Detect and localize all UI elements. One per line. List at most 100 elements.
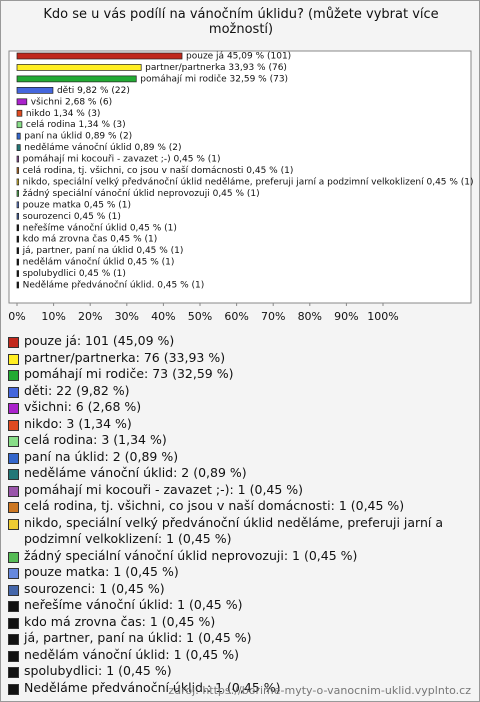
legend-item: nedělám vánoční úklid: 1 (0,45 %) xyxy=(7,647,473,664)
legend-swatch xyxy=(8,667,19,678)
bar xyxy=(16,247,19,254)
legend-label: Neděláme předvánoční úklid.: 1 (0,45 %) xyxy=(24,679,281,695)
legend-label: nikdo, speciální velký předvánoční úklid… xyxy=(24,514,444,547)
x-tick-label: 60% xyxy=(224,310,248,323)
x-tick-label: 50% xyxy=(188,310,212,323)
bar xyxy=(16,52,183,60)
bar xyxy=(16,121,23,129)
legend-item: paní na úklid: 2 (0,89 %) xyxy=(7,449,473,466)
legend-item: celá rodina: 3 (1,34 %) xyxy=(7,432,473,449)
bar-label: nikdo, speciální velký předvánoční úklid… xyxy=(23,176,474,187)
legend-swatch xyxy=(8,568,19,579)
legend-label: spolubydlici: 1 (0,45 %) xyxy=(24,663,172,678)
bar-label: neděláme vánoční úklid 0,89 % (2) xyxy=(24,142,181,153)
legend-label: žádný speciální vánoční úklid neprovozuj… xyxy=(24,547,358,563)
legend-swatch xyxy=(8,584,19,596)
bar xyxy=(16,235,19,243)
chart: 0% 10% 20% 30% 40% 50% 60% 70% 80% 90% 100% pouze j… xyxy=(8,50,474,323)
legend-swatch xyxy=(8,634,19,645)
legend-label: pouze matka: 1 (0,45 %) xyxy=(24,564,179,579)
legend-item: Neděláme předvánoční úklid.: 1 (0,45 %) xyxy=(7,680,473,697)
bar-label: pomáhají mi rodiče 32,59 % (73) xyxy=(140,73,288,84)
bar-label: pouze já 45,09 % (101) xyxy=(186,52,291,62)
x-tick-label: 70% xyxy=(261,310,285,323)
legend-item: já, partner, paní na úklid: 1 (0,45 %) xyxy=(7,630,473,647)
bar xyxy=(16,178,19,186)
chart-title: Kdo se u vás podílí na vánočním úklidu? … xyxy=(43,7,439,37)
source: zdroj: https://borime-myty-o-vanocnim-uk… xyxy=(168,684,471,697)
x-tick-label: 10% xyxy=(41,310,65,323)
legend-swatch xyxy=(8,485,19,497)
legend-item: děti: 22 (9,82 %) xyxy=(7,383,473,400)
bar-label: všichni 2,68 % (6) xyxy=(31,96,112,107)
legend-label: nikdo: 3 (1,34 %) xyxy=(24,415,132,431)
legend-item: celá rodina, tj. všichni, co jsou v naší… xyxy=(7,498,473,515)
bar-label: Neděláme předvánoční úklid. 0,45 % (1) xyxy=(23,280,205,291)
x-tick-label: 30% xyxy=(115,310,139,323)
legend-item: žádný speciální vánoční úklid neprovozuj… xyxy=(7,548,473,565)
legend-label: nedělám vánoční úklid: 1 (0,45 %) xyxy=(24,646,239,662)
legend-label: pomáhají mi kocouři - zavazet ;-): 1 (0,… xyxy=(24,481,304,497)
legend-label: sourozenci: 1 (0,45 %) xyxy=(24,580,165,596)
bar-label: nedělám vánoční úklid 0,45 % (1) xyxy=(23,257,175,268)
bar xyxy=(16,212,19,220)
bar xyxy=(16,132,21,140)
bar-label: neřešíme vánoční úklid 0,45 % (1) xyxy=(23,222,177,233)
legend-swatch xyxy=(8,370,19,381)
bar xyxy=(16,75,137,83)
legend-item: neřešíme vánoční úklid: 1 (0,45 %) xyxy=(7,597,473,614)
legend-label: neřešíme vánoční úklid: 1 (0,45 %) xyxy=(24,597,243,612)
bar-label: celá rodina, tj. všichni, co jsou v naší… xyxy=(23,165,294,176)
bar-label: kdo má zrovna čas 0,45 % (1) xyxy=(23,234,158,245)
bar-label: spolubydlici 0,45 % (1) xyxy=(23,269,126,279)
bar-label: nikdo 1,34 % (3) xyxy=(26,109,101,119)
legend-swatch xyxy=(8,386,19,398)
legend-label: celá rodina: 3 (1,34 %) xyxy=(24,432,167,447)
bar xyxy=(16,224,19,232)
plot-area xyxy=(8,50,472,304)
legend-swatch xyxy=(8,650,19,662)
legend-swatch xyxy=(8,436,19,447)
legend-label: já, partner, paní na úklid: 1 (0,45 %) xyxy=(24,630,252,645)
bar xyxy=(16,190,19,197)
x-tick-label: 20% xyxy=(78,310,102,323)
bar xyxy=(16,109,23,117)
legend-swatch xyxy=(8,452,19,464)
legend: pouze já: 101 (45,09 %) partner/partnerka… xyxy=(7,333,473,696)
x-tick-label: 0% xyxy=(8,310,25,323)
legend-swatch xyxy=(8,518,19,530)
legend-label: partner/partnerka: 76 (33,93 %) xyxy=(24,349,226,365)
legend-swatch xyxy=(8,551,19,563)
bar xyxy=(16,258,19,266)
bar-label: pouze matka 0,45 % (1) xyxy=(23,200,131,210)
legend-label: neděláme vánoční úklid: 2 (0,89 %) xyxy=(24,465,247,480)
bar xyxy=(16,201,19,209)
legend-swatch xyxy=(8,403,19,414)
x-tick-label: 40% xyxy=(151,310,175,323)
legend-label: celá rodina, tj. všichni, co jsou v naší… xyxy=(24,498,405,513)
legend-item: nikdo, speciální velký předvánoční úklid… xyxy=(7,515,473,548)
bar-label: celá rodina 1,34 % (3) xyxy=(26,120,126,130)
legend-item: neděláme vánoční úklid: 2 (0,89 %) xyxy=(7,465,473,482)
legend-item: pouze matka: 1 (0,45 %) xyxy=(7,564,473,581)
legend-item: kdo má zrovna čas: 1 (0,45 %) xyxy=(7,614,473,631)
legend-label: kdo má zrovna čas: 1 (0,45 %) xyxy=(24,613,216,629)
legend-label: děti: 22 (9,82 %) xyxy=(24,382,130,398)
legend-label: pouze já: 101 (45,09 %) xyxy=(24,333,175,348)
legend-label: paní na úklid: 2 (0,89 %) xyxy=(24,448,179,464)
legend-label: všichni: 6 (2,68 %) xyxy=(24,399,142,414)
bar xyxy=(16,167,19,174)
bar xyxy=(16,281,19,289)
legend-item: nikdo: 3 (1,34 %) xyxy=(7,416,473,433)
bar xyxy=(16,86,54,94)
legend-item: partner/partnerka: 76 (33,93 %) xyxy=(7,350,473,367)
bar-label: děti 9,82 % (22) xyxy=(57,86,130,96)
legend-swatch xyxy=(8,419,19,431)
bar-label: paní na úklid 0,89 % (2) xyxy=(24,132,132,142)
legend-swatch xyxy=(8,469,19,480)
legend-item: spolubydlici: 1 (0,45 %) xyxy=(7,663,473,680)
legend-label: pomáhají mi rodiče: 73 (32,59 %) xyxy=(24,366,234,381)
x-tick-label: 80% xyxy=(298,310,322,323)
legend-item: všichni: 6 (2,68 %) xyxy=(7,399,473,416)
